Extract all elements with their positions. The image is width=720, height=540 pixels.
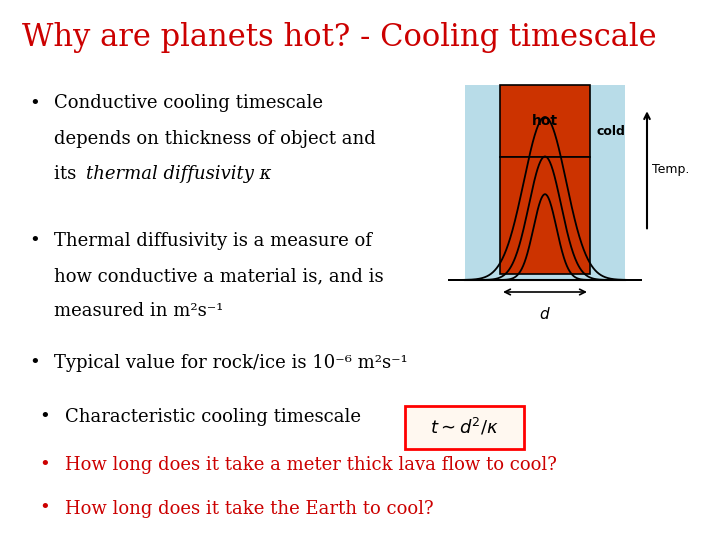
Text: Why are planets hot? - Cooling timescale: Why are planets hot? - Cooling timescale [22, 22, 656, 52]
Text: how conductive a material is, and is: how conductive a material is, and is [54, 267, 384, 285]
Text: •: • [29, 354, 40, 372]
Text: •: • [40, 456, 50, 474]
Text: How long does it take the Earth to cool?: How long does it take the Earth to cool? [65, 500, 433, 517]
Text: $d$: $d$ [539, 306, 551, 322]
Text: depends on thickness of object and: depends on thickness of object and [54, 130, 376, 147]
Text: $t \sim d^2/\kappa$: $t \sim d^2/\kappa$ [430, 416, 499, 438]
Text: measured in m²s⁻¹: measured in m²s⁻¹ [54, 302, 223, 320]
Text: •: • [40, 408, 50, 426]
Text: Characteristic cooling timescale: Characteristic cooling timescale [65, 408, 366, 426]
Text: Typical value for rock/ice is 10⁻⁶ m²s⁻¹: Typical value for rock/ice is 10⁻⁶ m²s⁻¹ [54, 354, 408, 372]
Text: Temp.: Temp. [652, 163, 689, 177]
Text: How long does it take a meter thick lava flow to cool?: How long does it take a meter thick lava… [65, 456, 557, 474]
Text: •: • [40, 500, 50, 517]
Text: Conductive cooling timescale: Conductive cooling timescale [54, 94, 323, 112]
FancyBboxPatch shape [405, 406, 524, 449]
Text: hot: hot [532, 114, 558, 128]
Text: •: • [29, 94, 40, 112]
FancyBboxPatch shape [500, 157, 590, 274]
Text: Thermal diffusivity is a measure of: Thermal diffusivity is a measure of [54, 232, 372, 250]
Text: •: • [29, 232, 40, 250]
Text: thermal diffusivity κ: thermal diffusivity κ [86, 165, 271, 183]
FancyBboxPatch shape [500, 85, 590, 157]
Text: cold: cold [596, 125, 625, 138]
FancyBboxPatch shape [465, 85, 625, 280]
Text: its: its [54, 165, 82, 183]
